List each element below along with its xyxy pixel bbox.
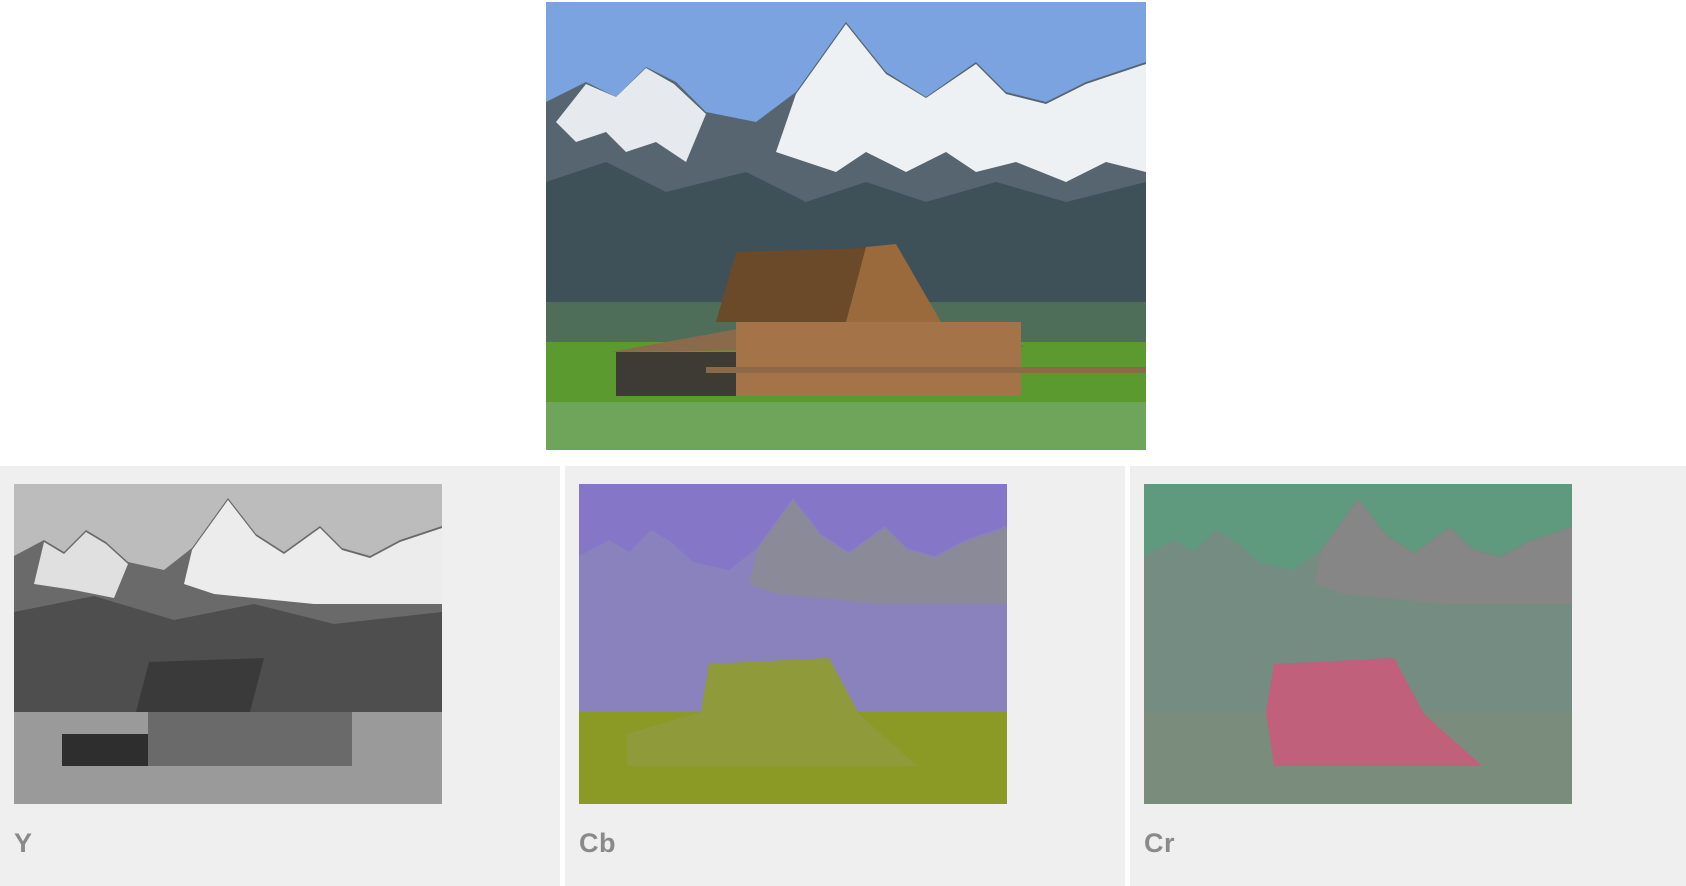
barn-mountain-photo-icon (546, 2, 1146, 450)
channel-label-cb: Cb (579, 828, 616, 858)
snow-peaks (556, 68, 706, 162)
barn-roof (136, 658, 264, 712)
snow (1314, 500, 1572, 604)
y-channel-image (14, 484, 442, 804)
y-channel-photo-icon (14, 484, 442, 804)
barn-wall (148, 712, 352, 766)
snow-left (34, 532, 128, 598)
barn-shed (62, 734, 148, 766)
fence (706, 367, 1146, 373)
cr-channel-image (1144, 484, 1572, 804)
channel-panel-cb: Cb (565, 466, 1125, 886)
cb-channel-photo-icon (579, 484, 1007, 804)
barn (1266, 658, 1482, 766)
snow (749, 500, 1007, 604)
cb-channel-image (579, 484, 1007, 804)
snow-center (776, 24, 1146, 182)
snow (184, 500, 442, 604)
channel-panels: Y Cb Cr (0, 466, 1686, 886)
channel-label-cr: Cr (1144, 828, 1176, 858)
lower-slopes (546, 162, 1146, 322)
sagebrush (546, 402, 1146, 450)
barn-gable (846, 244, 941, 322)
cr-channel-photo-icon (1144, 484, 1572, 804)
channel-label-y: Y (14, 828, 33, 858)
main-photo (546, 2, 1146, 450)
barn-wall (736, 322, 1021, 396)
lower-slopes (14, 596, 442, 712)
barn-shed (616, 352, 736, 396)
barn (627, 658, 917, 766)
channel-panel-y: Y (0, 466, 560, 886)
channel-panel-cr: Cr (1130, 466, 1686, 886)
